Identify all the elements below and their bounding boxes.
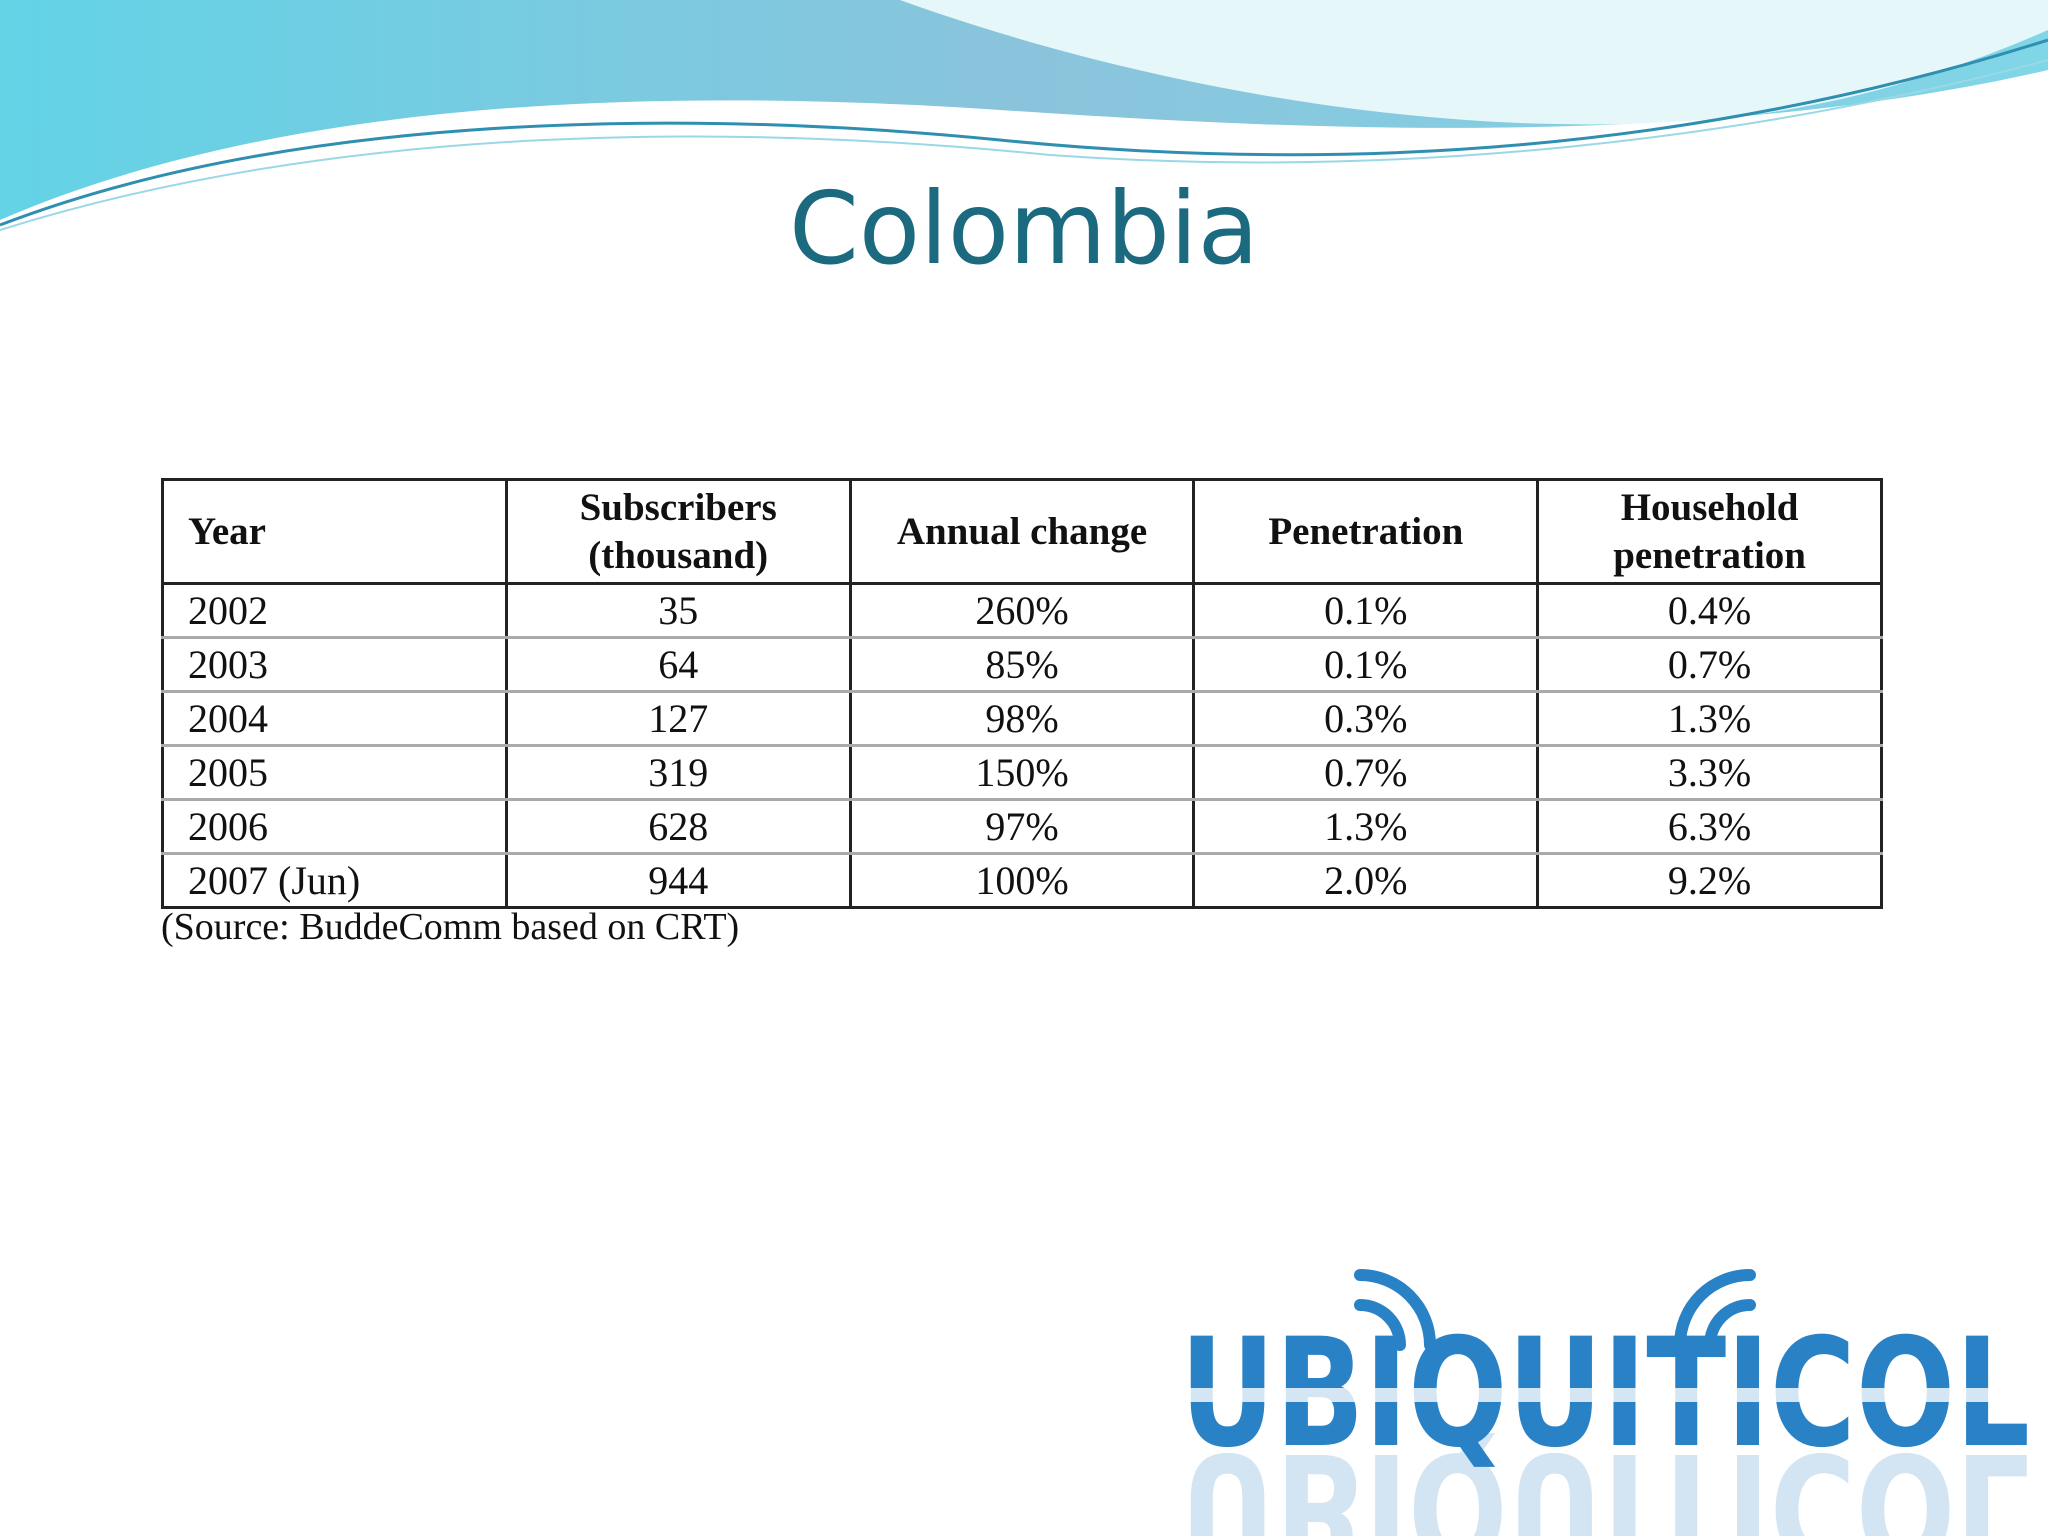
header-cell: Annual change — [848, 478, 1196, 585]
logo: UBIQUITICOL UBIQUITICOL — [1170, 1269, 2040, 1536]
table-cell: 35 — [504, 583, 852, 639]
wave-light — [900, 0, 2048, 125]
table-cell: 0.4% — [1536, 583, 1883, 639]
table-row: 2002 35 260% 0.1% 0.4% — [161, 583, 1883, 639]
table-row: 2006 628 97% 1.3% 6.3% — [161, 799, 1883, 855]
table-cell: 64 — [504, 637, 852, 693]
table-cell: 6.3% — [1536, 799, 1883, 855]
table-cell: 98% — [848, 691, 1196, 747]
table-body: 2002 35 260% 0.1% 0.4% 2003 64 85% 0.1% 0.7% 2004 1… — [161, 583, 1883, 909]
table-cell: 127 — [504, 691, 852, 747]
table-cell: 9.2% — [1536, 853, 1883, 909]
table-cell: 2003 — [161, 637, 508, 693]
table-cell: 85% — [848, 637, 1196, 693]
table-cell: 0.7% — [1192, 745, 1540, 801]
table-row: 2003 64 85% 0.1% 0.7% — [161, 637, 1883, 693]
table-cell: 0.7% — [1536, 637, 1883, 693]
table-row: 2005 319 150% 0.7% 3.3% — [161, 745, 1883, 801]
header-cell: Year — [161, 478, 508, 585]
table-cell: 3.3% — [1536, 745, 1883, 801]
wave-line — [0, 59, 2048, 231]
source-note: (Source: BuddeComm based on CRT) — [161, 906, 740, 948]
table-cell: 100% — [848, 853, 1196, 909]
table-cell: 0.1% — [1192, 637, 1540, 693]
table-cell: 1.3% — [1192, 799, 1540, 855]
table-cell: 2006 — [161, 799, 508, 855]
table-cell: 0.3% — [1192, 691, 1540, 747]
logo-stripe — [1170, 1388, 2040, 1402]
table-header: Year Subscribers (thousand) Annual change P… — [161, 478, 1883, 585]
header-cell: Penetration — [1192, 478, 1540, 585]
header-cell: Household penetration — [1536, 478, 1883, 585]
header-cell: Subscribers (thousand) — [504, 478, 852, 585]
wave-line — [0, 38, 2048, 227]
table-cell: 2005 — [161, 745, 508, 801]
table-cell: 2007 (Jun) — [161, 853, 508, 909]
table-cell: 628 — [504, 799, 852, 855]
table-row: 2004 127 98% 0.3% 1.3% — [161, 691, 1883, 747]
table-cell: 2002 — [161, 583, 508, 639]
table-cell: 150% — [848, 745, 1196, 801]
table-cell: 319 — [504, 745, 852, 801]
table-cell: 2.0% — [1192, 853, 1540, 909]
data-table: Year Subscribers (thousand) Annual change P… — [161, 478, 1883, 909]
table-cell: 2004 — [161, 691, 508, 747]
table-cell: 944 — [504, 853, 852, 909]
header-row: Year Subscribers (thousand) Annual change P… — [161, 478, 1883, 585]
slide-title: Colombia — [789, 170, 1259, 287]
signal-icon — [1354, 1269, 1756, 1351]
table-cell: 97% — [848, 799, 1196, 855]
table-row: 2007 (Jun) 944 100% 2.0% 9.2% — [161, 853, 1883, 909]
header-waves — [0, 0, 2048, 231]
table-cell: 0.1% — [1192, 583, 1540, 639]
table-cell: 260% — [848, 583, 1196, 639]
table-cell: 1.3% — [1536, 691, 1883, 747]
logo-reflection: UBIQUITICOL — [1180, 1419, 2030, 1536]
